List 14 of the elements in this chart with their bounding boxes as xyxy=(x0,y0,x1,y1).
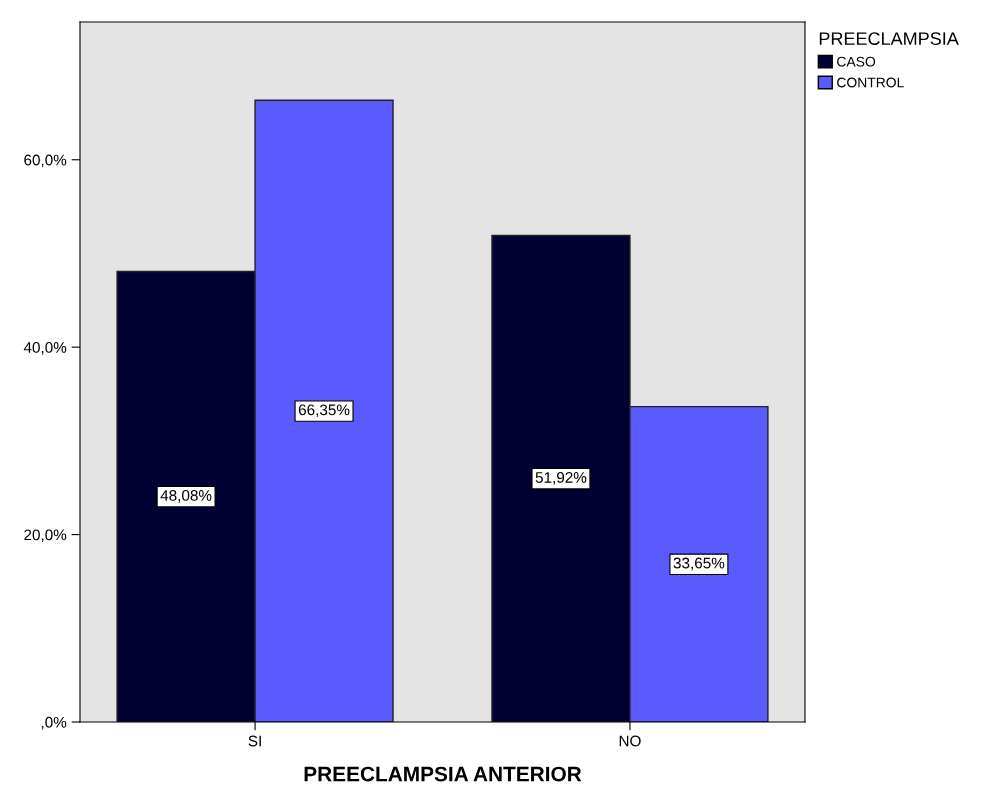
data-label: 66,35% xyxy=(298,404,350,418)
x-tick-label: SI xyxy=(248,735,261,747)
y-tick-label: 20,0% xyxy=(24,529,67,543)
data-label: 51,92% xyxy=(535,472,587,485)
y-tick-label: ,0% xyxy=(41,716,67,730)
data-label: 33,65% xyxy=(673,557,725,571)
x-axis-title: PREECLAMPSIA ANTERIOR xyxy=(304,766,582,782)
y-tick-label: 40,0% xyxy=(23,342,67,355)
data-label: 48,08% xyxy=(160,490,212,503)
legend-title: PREECLAMPSIA xyxy=(819,32,959,45)
legend-label: CONTROL xyxy=(837,77,904,88)
y-tick-label: 60,0% xyxy=(24,154,67,168)
legend-label: CASO xyxy=(837,56,876,67)
x-tick-label: NO xyxy=(619,735,641,747)
